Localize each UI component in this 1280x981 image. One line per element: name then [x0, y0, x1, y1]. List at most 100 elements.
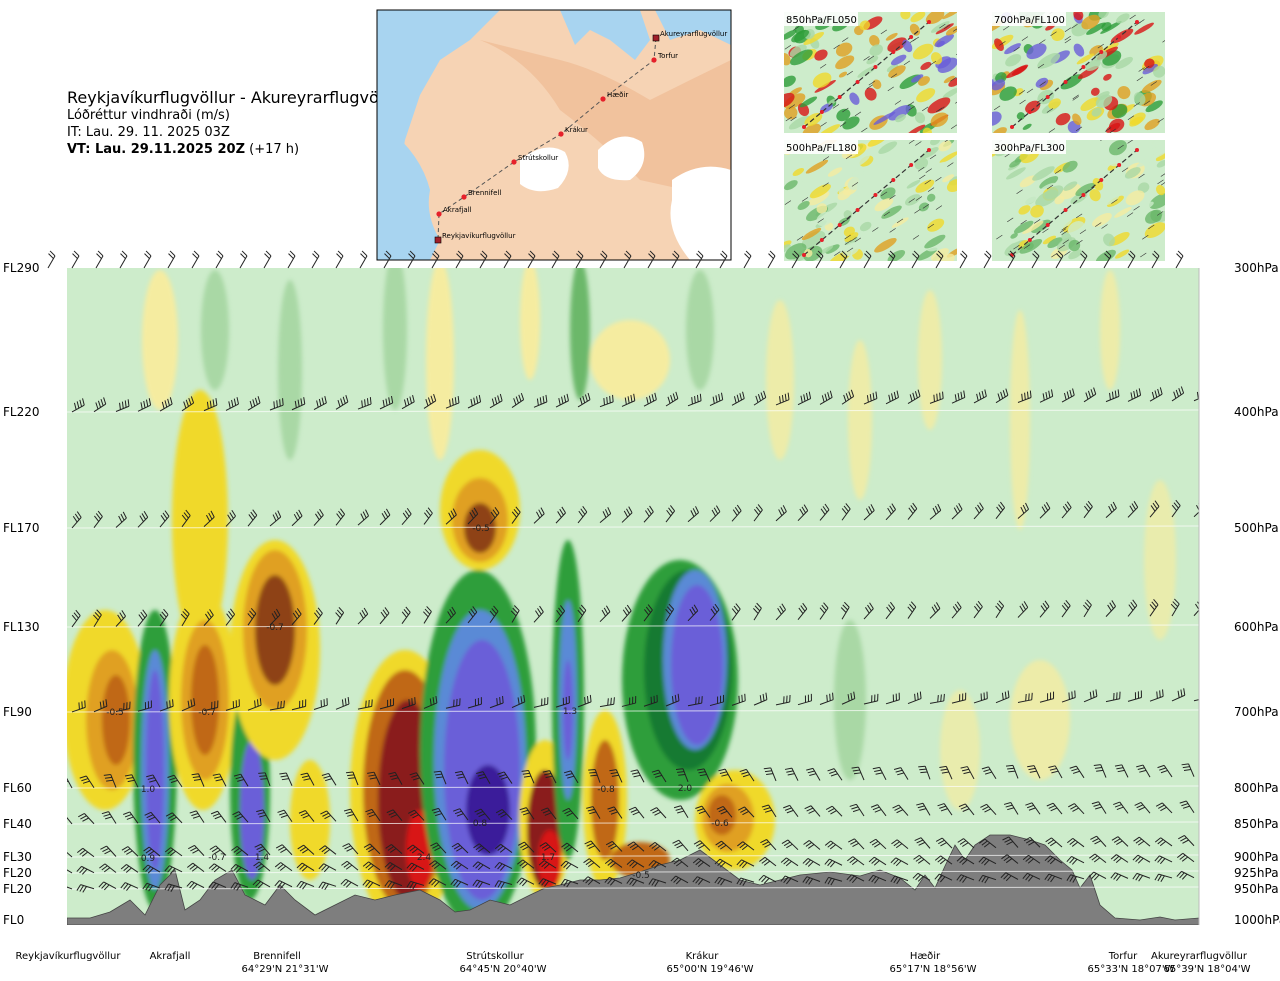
wind-barb — [379, 508, 391, 526]
wind-barb — [479, 250, 488, 269]
wind-barb — [1154, 837, 1173, 847]
wind-barb — [165, 812, 183, 824]
mini-map-waypoint — [891, 178, 896, 182]
wind-barb — [79, 775, 95, 789]
wind-barb — [671, 857, 689, 868]
field-cell — [146, 670, 164, 870]
wind-barb — [467, 394, 482, 409]
wind-barb — [1001, 854, 1019, 864]
waypoint-name: Reykjavíkurflugvöllur — [16, 950, 122, 962]
wind-barb — [870, 804, 887, 817]
wind-barb — [791, 250, 800, 269]
wind-barb — [687, 506, 700, 523]
wind-barb — [384, 880, 403, 889]
wind-barb — [340, 878, 359, 888]
wind-barb — [929, 391, 944, 404]
field-cell — [520, 268, 540, 380]
waypoint-coordinates: 65°39'N 18°04'W — [1164, 964, 1251, 975]
wind-barb — [318, 881, 337, 891]
wind-barb — [863, 250, 872, 269]
wind-barb — [929, 503, 942, 520]
wind-barb — [1046, 802, 1063, 815]
wind-barb — [296, 880, 315, 890]
wind-barb — [824, 876, 843, 886]
waypoint-coordinates: 64°45'N 20°40'W — [460, 964, 547, 975]
field-cell — [1100, 270, 1120, 390]
wind-barb — [934, 855, 953, 865]
wind-barb — [1005, 764, 1019, 779]
wind-barb — [695, 805, 711, 818]
wind-barb — [519, 807, 535, 820]
wind-barb — [959, 250, 968, 269]
wind-barb — [203, 398, 218, 412]
route-map: Akureyrarflugvöllur Torfur Hæðir Krákur Strú… — [376, 9, 732, 261]
pressure-level-label: 600hPa — [1234, 620, 1279, 634]
wind-barb — [714, 876, 733, 886]
wind-barb — [802, 876, 821, 885]
mini-map-label-bg — [992, 140, 1066, 154]
wind-barb — [247, 607, 257, 626]
wind-barb — [300, 772, 315, 786]
wind-barb — [527, 250, 536, 269]
wind-barb — [497, 771, 513, 784]
wind-barb — [912, 872, 931, 882]
wind-barb — [1105, 389, 1120, 403]
mini-map-waypoint — [1045, 95, 1050, 99]
wind-barb — [586, 806, 601, 819]
glacier-hofsjokull — [598, 136, 645, 181]
wind-barb — [695, 250, 704, 269]
waypoint-name: Krákur — [686, 950, 720, 962]
wind-barb — [605, 840, 623, 852]
wind-barb — [841, 389, 855, 405]
wind-barb — [824, 840, 843, 850]
wind-barb — [848, 838, 865, 850]
wind-barb — [929, 602, 941, 619]
wind-barb — [137, 700, 152, 712]
contour-value-label: -0.5 — [472, 524, 490, 534]
wind-barb — [1061, 599, 1071, 618]
wind-barb — [626, 877, 645, 887]
wind-barb — [1045, 837, 1063, 848]
waypoint-marker — [511, 159, 517, 165]
field-cell — [278, 280, 302, 460]
field-cell — [918, 290, 942, 430]
wind-barb — [538, 860, 557, 869]
wind-barb — [599, 250, 608, 269]
pressure-level-axis: 300hPa 400hPa 500hPa 600hPa 700hPa 800hPa 850h… — [1234, 261, 1280, 927]
wind-barb — [775, 505, 787, 522]
contour-value-label: 0.9 — [141, 854, 156, 864]
wind-barb — [115, 511, 127, 528]
wind-barb — [533, 697, 549, 708]
flight-level-label: FL90 — [3, 705, 32, 719]
waypoint-name: Torfur — [1108, 951, 1138, 962]
mini-map-waypoint — [855, 80, 860, 84]
wind-barb — [103, 774, 117, 788]
pressure-level-label: 800hPa — [1234, 781, 1279, 795]
wind-barb — [253, 861, 271, 872]
wind-barb — [907, 389, 921, 405]
wind-barb — [269, 398, 284, 411]
wind-barb — [709, 694, 725, 707]
wind-barb — [159, 699, 174, 712]
wind-barb — [494, 861, 513, 871]
wind-barb — [806, 767, 821, 781]
wind-barb — [137, 510, 149, 528]
wind-barb — [252, 879, 271, 889]
wind-barb — [761, 804, 777, 818]
wind-barb — [230, 863, 249, 873]
wind-barb — [291, 608, 302, 626]
wind-barb — [445, 395, 460, 409]
parameter-label: Lóðréttur vindhraði (m/s) — [67, 108, 230, 123]
wind-barb — [824, 858, 843, 868]
wind-barb — [385, 844, 403, 855]
wind-barb — [363, 843, 381, 855]
wind-barb — [887, 250, 896, 269]
wind-barb — [313, 698, 328, 711]
wind-barb — [719, 250, 728, 269]
wind-barb — [628, 806, 645, 819]
wind-barb — [453, 808, 469, 821]
wind-barb — [428, 878, 447, 887]
wind-barb — [626, 859, 645, 869]
contour-value-label: 2.0 — [678, 784, 693, 794]
